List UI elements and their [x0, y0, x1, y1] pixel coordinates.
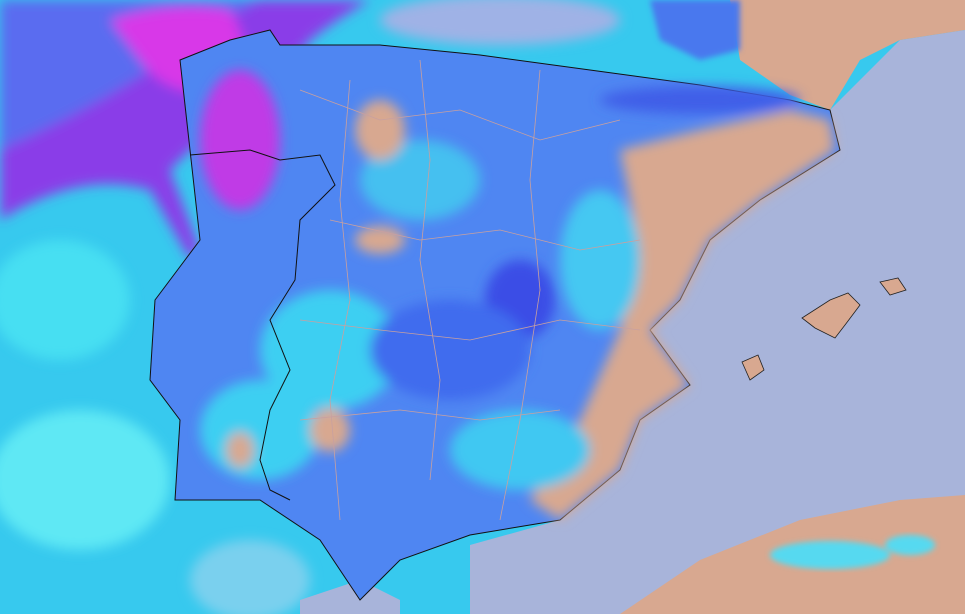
strait-sea [300, 580, 400, 614]
precip-patch [770, 541, 890, 569]
light-area [260, 290, 400, 410]
dry-area [380, 0, 620, 45]
pyrenees-band [600, 86, 800, 114]
dry-patch [226, 432, 254, 468]
africa-precip [770, 535, 935, 569]
light-area [360, 140, 480, 220]
province-line [329, 219, 641, 251]
light-area [450, 410, 590, 490]
light-area [0, 410, 170, 550]
dry-patch [310, 408, 350, 452]
menorca [879, 277, 907, 296]
province-lines [299, 59, 641, 521]
province-line [499, 69, 541, 521]
light-area [0, 240, 130, 360]
france-land [730, 0, 965, 110]
france-precip [650, 0, 740, 60]
light-area [200, 380, 320, 480]
province-line [299, 319, 641, 341]
dry-east [530, 110, 835, 520]
province-line [419, 59, 441, 481]
dry-patch [625, 150, 695, 190]
province-line [299, 89, 621, 141]
heavy-area [200, 70, 280, 210]
mediterranean-sea [470, 30, 965, 614]
province-line [329, 79, 351, 521]
mallorca [801, 292, 861, 339]
light-area [190, 540, 310, 614]
light-area [560, 190, 640, 330]
moderate-area [370, 300, 530, 400]
iberia-precip [200, 70, 835, 520]
province-line [299, 409, 561, 421]
precip-patch [885, 535, 935, 555]
portugal-border [189, 149, 336, 501]
dry-patch [355, 100, 405, 160]
dry-patch [355, 226, 405, 254]
atlantic-bands [0, 0, 620, 614]
ibiza [741, 354, 765, 381]
